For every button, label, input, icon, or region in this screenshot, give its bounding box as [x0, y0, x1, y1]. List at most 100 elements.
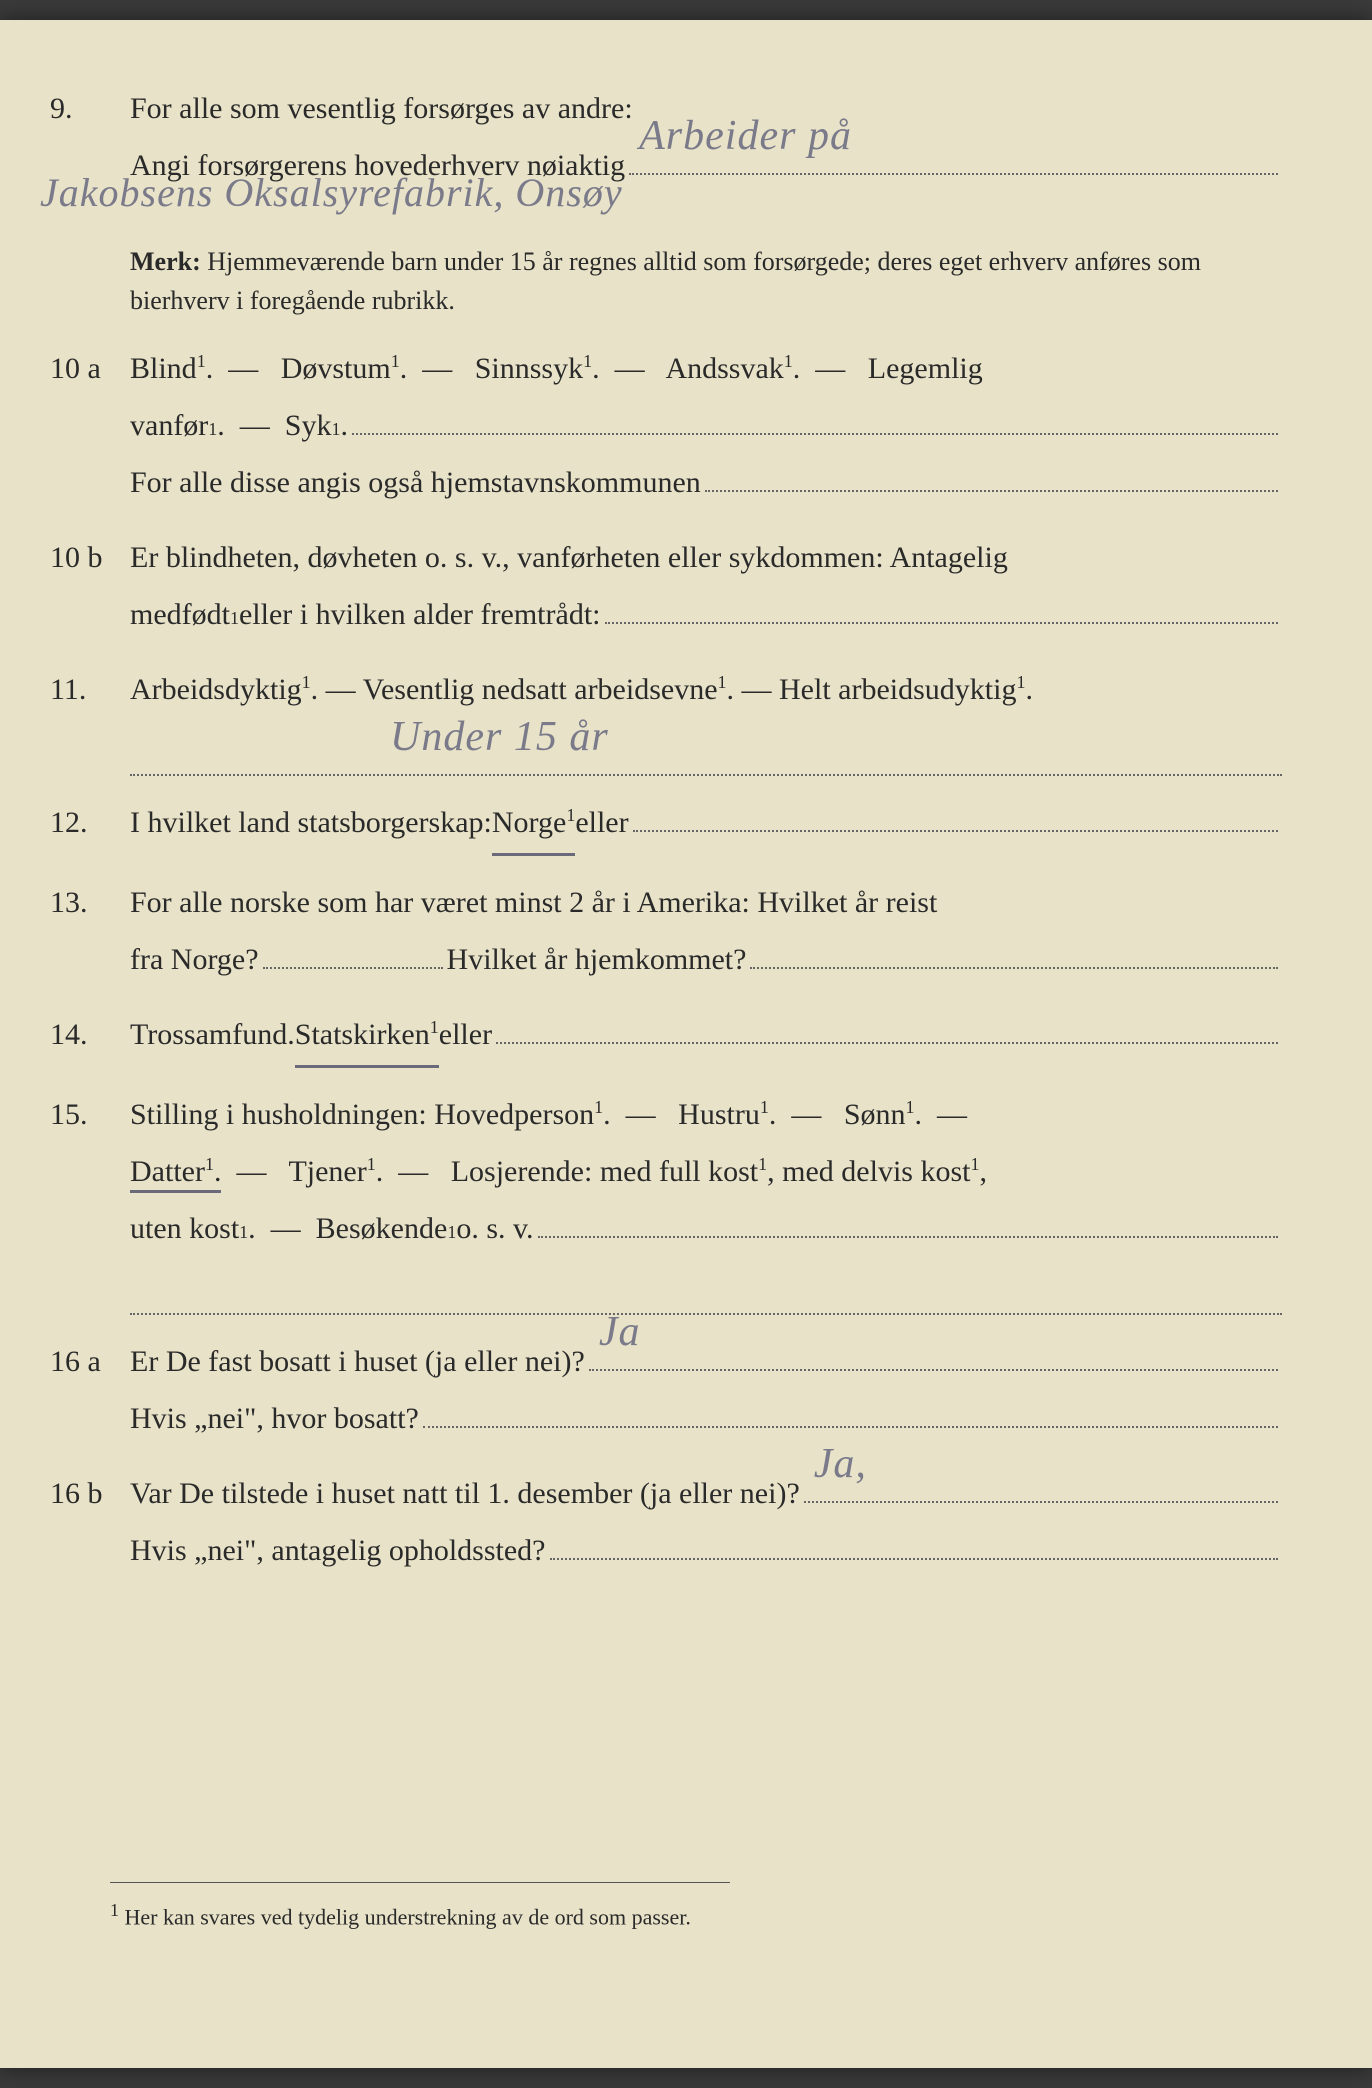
q16a-text: Er De fast bosatt i huset (ja eller nei)…: [130, 1333, 585, 1390]
question-16b: 16 b Var De tilstede i huset natt til 1.…: [110, 1465, 1282, 1579]
question-16a: 16 a Er De fast bosatt i huset (ja eller…: [110, 1333, 1282, 1447]
q14-eller: eller: [439, 1006, 492, 1063]
q15-l3c: o. s. v.: [456, 1200, 533, 1257]
q11-line1: Arbeidsdyktig1. — Vesentlig nedsatt arbe…: [130, 661, 1282, 718]
q10a-line1: Blind1. — Døvstum1. — Sinnssyk1. — Andss…: [130, 340, 1282, 397]
q13-content: For alle norske som har været minst 2 år…: [110, 874, 1282, 988]
q12-eller: eller: [575, 794, 628, 851]
q10a-fill1: [352, 433, 1278, 435]
q15-line1: Stilling i husholdningen: Hovedperson1. …: [130, 1086, 1282, 1143]
q13-line1: For alle norske som har været minst 2 år…: [130, 874, 1282, 931]
q12-norge: Norge1: [492, 794, 575, 856]
q12-fill: [633, 830, 1278, 832]
q16a-content: Er De fast bosatt i huset (ja eller nei)…: [110, 1333, 1282, 1447]
merk-label: Merk:: [130, 247, 201, 276]
merk-note: Merk: Hjemmeværende barn under 15 år reg…: [110, 242, 1282, 320]
q12-content: I hvilket land statsborgerskap: Norge1 e…: [110, 794, 1282, 856]
question-14: 14. Trossamfund. Statskirken1 eller: [110, 1006, 1282, 1068]
q16a-hw: Ja: [599, 1293, 641, 1373]
q14-fill: [496, 1042, 1278, 1044]
q15-t3: Sønn: [844, 1098, 906, 1131]
q14-stats: Statskirken1: [295, 1006, 439, 1068]
q10a-line3: For alle disse angis også hjemstavnskomm…: [130, 454, 1282, 511]
q15-line3: uten kost1. — Besøkende1 o. s. v.: [130, 1200, 1282, 1257]
q12-text: I hvilket land statsborgerskap:: [130, 794, 492, 851]
q15-l2b: Tjener: [288, 1155, 366, 1188]
q15-line2: Datter1. — Tjener1. — Losjerende: med fu…: [130, 1143, 1282, 1200]
q15-fill: [538, 1236, 1278, 1238]
q10a-t4: Andssvak: [665, 352, 783, 385]
q10a-t5: Legemlig: [868, 352, 983, 385]
question-10b: 10 b Er blindheten, døvheten o. s. v., v…: [110, 529, 1282, 643]
q10a-t3: Sinnssyk: [475, 352, 583, 385]
q16b-fill2: [550, 1558, 1279, 1560]
q15-l3a: uten kost: [130, 1200, 239, 1257]
q10b-content: Er blindheten, døvheten o. s. v., vanfør…: [110, 529, 1282, 643]
q16a-line2: Hvis „nei", hvor bosatt?: [130, 1390, 1282, 1447]
q15-t1: Stilling i husholdningen: Hovedperson: [130, 1098, 594, 1131]
q15-content: Stilling i husholdningen: Hovedperson1. …: [110, 1086, 1282, 1315]
q12-number: 12.: [50, 794, 88, 851]
q16b-l2: Hvis „nei", antagelig opholdssted?: [130, 1522, 546, 1579]
merk-text: Hjemmeværende barn under 15 år regnes al…: [130, 247, 1201, 315]
q16b-fill1: Ja,: [804, 1501, 1278, 1503]
q11-t3: Helt arbeidsudyktig: [779, 673, 1016, 706]
q16a-line1: Er De fast bosatt i huset (ja eller nei)…: [130, 1333, 1282, 1390]
q10a-l2a: vanfør: [130, 397, 208, 454]
q10a-t1: Blind: [130, 352, 197, 385]
q16b-hw: Ja,: [814, 1425, 867, 1505]
q15-number: 15.: [50, 1086, 88, 1143]
q9-hw1: Arbeider på: [639, 97, 852, 177]
q16b-content: Var De tilstede i huset natt til 1. dese…: [110, 1465, 1282, 1579]
q15-dotted: [130, 1265, 1282, 1315]
q13-l2a: fra Norge?: [130, 931, 259, 988]
footnote-text: Her kan svares ved tydelig understreknin…: [125, 1904, 691, 1929]
q16b-line1: Var De tilstede i huset natt til 1. dese…: [130, 1465, 1282, 1522]
q13-l2b: Hvilket år hjemkommet?: [447, 931, 747, 988]
question-12: 12. I hvilket land statsborgerskap: Norg…: [110, 794, 1282, 856]
q16a-fill1: Ja: [589, 1369, 1278, 1371]
q16b-number: 16 b: [50, 1465, 103, 1522]
q10a-l2b: Syk: [285, 397, 332, 454]
q16b-line2: Hvis „nei", antagelig opholdssted?: [130, 1522, 1282, 1579]
q15-t2: Hustru: [678, 1098, 760, 1131]
q14-text: Trossamfund.: [130, 1006, 295, 1063]
question-10a: 10 a Blind1. — Døvstum1. — Sinnssyk1. — …: [110, 340, 1282, 511]
q14-content: Trossamfund. Statskirken1 eller: [110, 1006, 1282, 1068]
q16b-text: Var De tilstede i huset natt til 1. dese…: [130, 1465, 800, 1522]
q11-dotted: Under 15 år: [130, 726, 1282, 776]
q15-datter: Datter1.: [130, 1155, 221, 1193]
q9-hw2: Jakobsens Oksalsyrefabrik, Onsøy: [40, 155, 623, 231]
q10a-line2: vanfør1. — Syk1.: [130, 397, 1282, 454]
q10b-l2b: eller i hvilken alder fremtrådt:: [239, 586, 601, 643]
q13-fill2: [750, 967, 1278, 969]
q9-number: 9.: [50, 80, 73, 137]
q13-line2: fra Norge? Hvilket år hjemkommet?: [130, 931, 1282, 988]
q15-l2c: Losjerende: med full kost: [451, 1155, 758, 1188]
q10a-l3: For alle disse angis også hjemstavnskomm…: [130, 454, 701, 511]
question-13: 13. For alle norske som har været minst …: [110, 874, 1282, 988]
q14-stats-text: Statskirken: [295, 1018, 430, 1051]
q10b-fill: [605, 622, 1279, 624]
q11-t1: Arbeidsdyktig: [130, 673, 302, 706]
q10a-t2: Døvstum: [281, 352, 391, 385]
q10b-number: 10 b: [50, 529, 103, 586]
q11-content: Arbeidsdyktig1. — Vesentlig nedsatt arbe…: [110, 661, 1282, 776]
footnote: 1 Her kan svares ved tydelig understrekn…: [110, 1882, 730, 1938]
q11-hw: Under 15 år: [390, 698, 609, 778]
q16a-l2: Hvis „nei", hvor bosatt?: [130, 1390, 419, 1447]
q10a-number: 10 a: [50, 340, 101, 397]
footnote-sup: 1: [110, 1900, 119, 1920]
q15-datter-text: Datter: [130, 1155, 205, 1188]
q13-fill1: [263, 967, 443, 969]
q10b-l2: medfødt: [130, 586, 230, 643]
q10b-line1: Er blindheten, døvheten o. s. v., vanfør…: [130, 529, 1282, 586]
q15-l3b: Besøkende: [316, 1200, 448, 1257]
q10a-content: Blind1. — Døvstum1. — Sinnssyk1. — Andss…: [110, 340, 1282, 511]
q9-fill: Arbeider på: [629, 173, 1278, 175]
q15-l2d: , med delvis kost: [767, 1155, 970, 1188]
q11-number: 11.: [50, 661, 86, 718]
question-15: 15. Stilling i husholdningen: Hovedperso…: [110, 1086, 1282, 1315]
q14-number: 14.: [50, 1006, 88, 1063]
q10b-line2: medfødt1 eller i hvilken alder fremtrådt…: [130, 586, 1282, 643]
